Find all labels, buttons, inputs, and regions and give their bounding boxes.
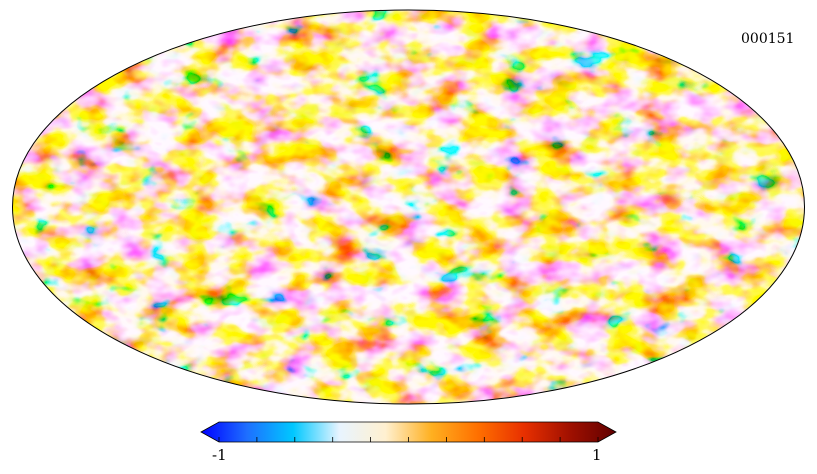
sky-map: 000151 [12, 9, 805, 405]
colorbar-ticks [218, 437, 599, 442]
colorbar-max-label: 1 [592, 446, 602, 464]
colorbar-min-label: -1 [212, 446, 227, 464]
map-identifier: 000151 [741, 31, 795, 47]
mollweide-map [12, 9, 805, 405]
colorbar [200, 421, 617, 443]
map-field [12, 10, 805, 404]
map-outline [12, 9, 805, 405]
